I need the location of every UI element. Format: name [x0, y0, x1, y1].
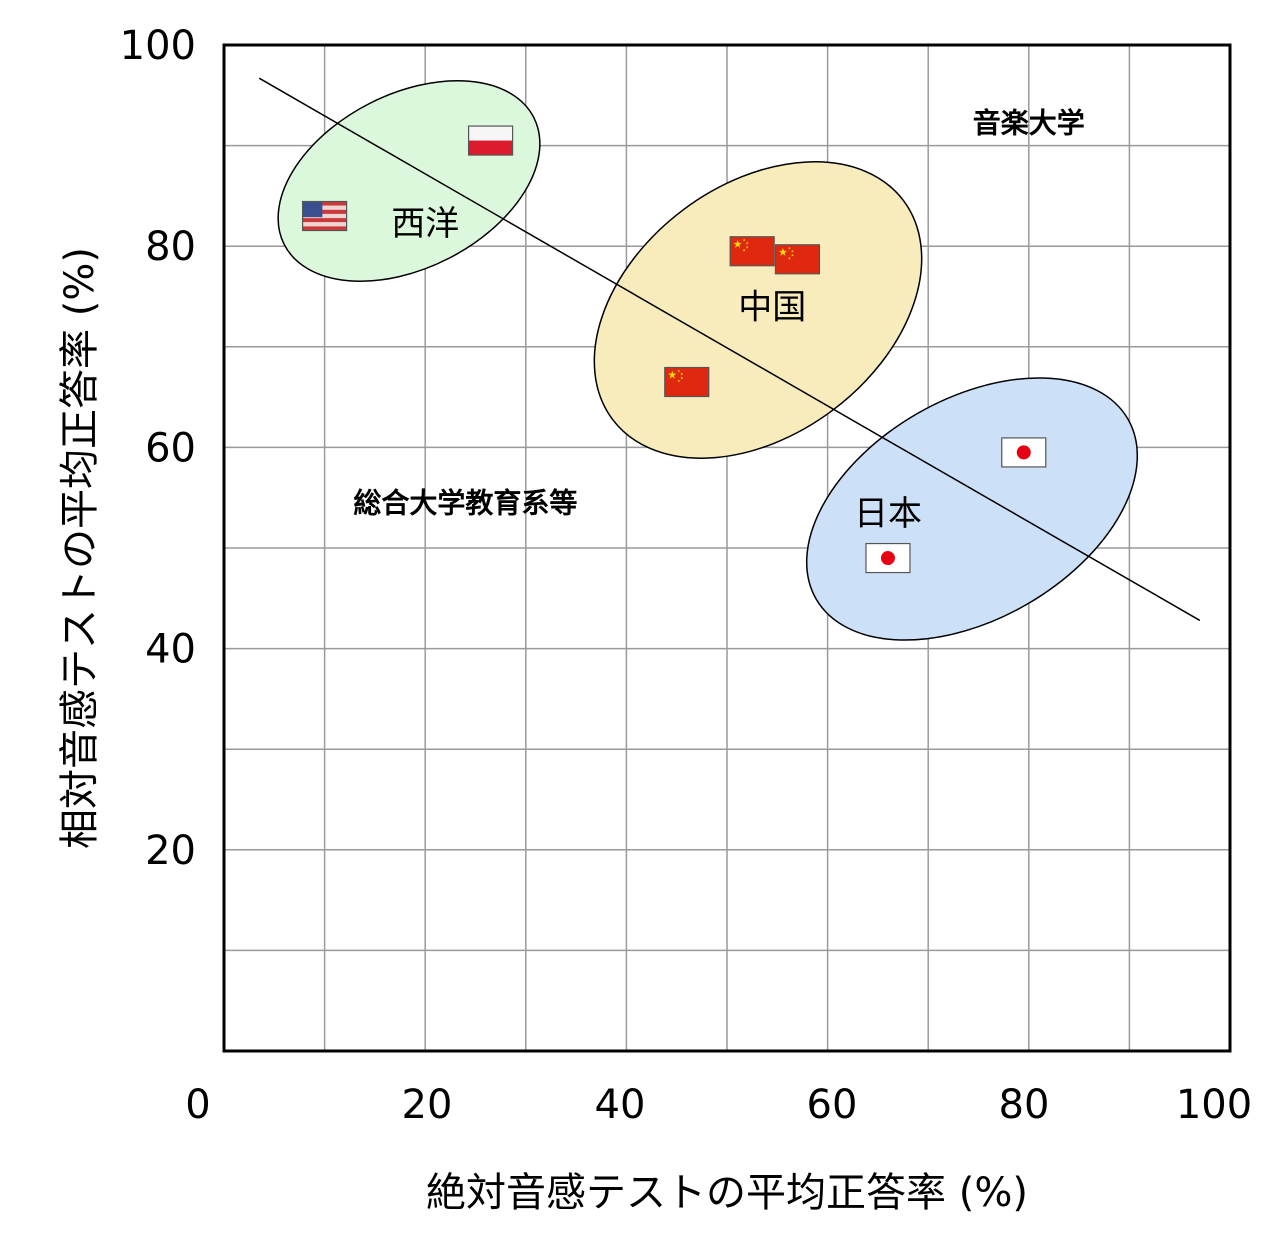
x-tick-label: 40 — [595, 1082, 646, 1128]
category-label: 総合大学教育系等 — [353, 487, 577, 520]
x-tick-label: 20 — [402, 1082, 453, 1128]
poland-flag — [467, 125, 514, 156]
x-axis-title: 絶対音感テストの平均正答率 (%) — [426, 1170, 1028, 1216]
y-tick-label: 20 — [145, 828, 196, 874]
y-tick-labels: 20 40 60 80 100 — [120, 23, 196, 874]
x-tick-label: 60 — [807, 1082, 858, 1128]
group-ellipses — [277, 80, 1139, 641]
china-flag — [664, 366, 710, 398]
china-flag — [729, 236, 775, 267]
china-flag — [774, 244, 821, 275]
group-label: 西洋 — [391, 204, 459, 244]
group-label: 日本 — [854, 494, 922, 534]
trend-line — [258, 77, 1201, 622]
japan-flag — [865, 542, 911, 574]
usa-flag — [302, 200, 348, 232]
japan-flag — [1001, 437, 1047, 468]
y-tick-label: 60 — [145, 425, 196, 471]
x-tick-label: 100 — [1176, 1082, 1252, 1128]
y-tick-label: 100 — [120, 23, 196, 69]
group-label: 中国 — [738, 288, 806, 328]
group-ellipse-japan — [805, 377, 1139, 641]
y-tick-label: 40 — [145, 627, 196, 673]
category-label: 音楽大学 — [973, 106, 1085, 139]
x-tick-labels: 0 20 40 60 80 100 — [185, 1082, 1252, 1128]
y-tick-label: 80 — [145, 224, 196, 270]
data-points — [302, 125, 1047, 574]
group-ellipse-western — [277, 80, 541, 282]
plot-frame — [222, 43, 1232, 1053]
y-axis-title: 相対音感テストの平均正答率 (%) — [57, 247, 103, 849]
x-tick-label: 80 — [999, 1082, 1050, 1128]
x-tick-label: 0 — [185, 1082, 210, 1128]
